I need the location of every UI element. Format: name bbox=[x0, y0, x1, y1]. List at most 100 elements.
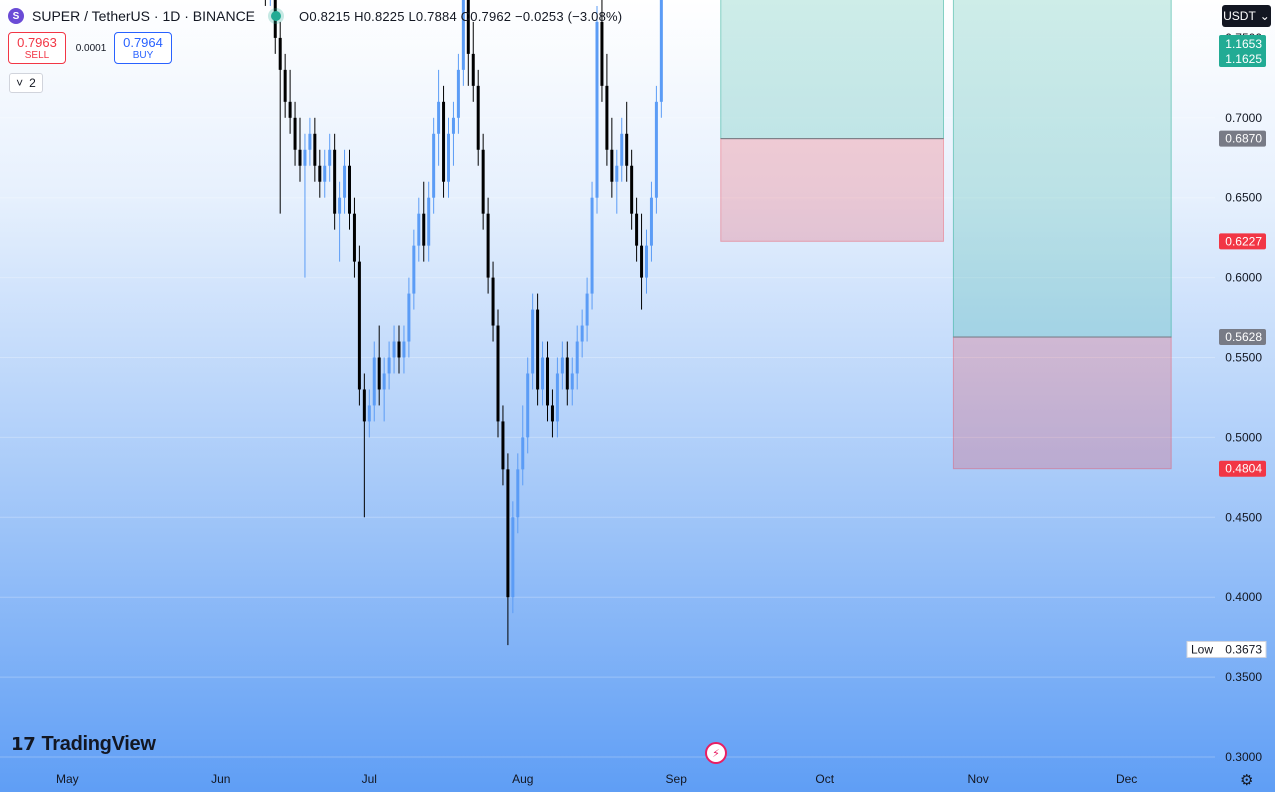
currency-button[interactable]: USDT ⌄ bbox=[1222, 5, 1271, 27]
candle bbox=[451, 101, 455, 166]
indicators-count: 2 bbox=[29, 76, 36, 90]
candle-body bbox=[278, 37, 282, 70]
candle-body bbox=[283, 69, 287, 102]
candle bbox=[615, 149, 619, 214]
stop-label-1-bg bbox=[1219, 233, 1266, 250]
candle bbox=[560, 341, 564, 390]
stop-label-1: 0.6227 bbox=[1225, 234, 1262, 248]
candle-body bbox=[298, 149, 302, 166]
candle-body bbox=[313, 133, 317, 166]
candle bbox=[546, 341, 549, 422]
candle bbox=[362, 373, 366, 518]
chevron-down-icon: ⌄ bbox=[1259, 9, 1270, 23]
candle bbox=[343, 149, 347, 214]
candle-body bbox=[654, 101, 658, 198]
x-tick-label: May bbox=[56, 772, 79, 786]
x-tick-label: Oct bbox=[815, 772, 834, 786]
candle bbox=[541, 341, 545, 406]
buy-button[interactable]: 0.7964 BUY bbox=[114, 32, 172, 64]
candle-body bbox=[397, 341, 401, 358]
candle bbox=[427, 181, 431, 262]
candle bbox=[476, 69, 480, 166]
candle-body bbox=[288, 101, 292, 118]
candle-body bbox=[565, 357, 569, 390]
candle-body bbox=[640, 245, 644, 278]
symbol-title[interactable]: SUPER / TetherUS · 1D · BINANCE bbox=[32, 8, 256, 24]
candle bbox=[575, 325, 579, 390]
low-marker-bg bbox=[1186, 640, 1267, 658]
candle bbox=[382, 357, 386, 422]
candle bbox=[447, 117, 450, 198]
candle-body bbox=[392, 341, 396, 358]
candle-body bbox=[491, 277, 495, 326]
candle-body bbox=[447, 133, 450, 182]
candle bbox=[635, 197, 639, 262]
candle-body bbox=[367, 405, 371, 422]
candle bbox=[417, 197, 421, 262]
candle-body bbox=[575, 341, 579, 374]
candle-body bbox=[595, 21, 599, 198]
candle bbox=[303, 133, 307, 278]
candle-body bbox=[645, 245, 648, 278]
buy-label: BUY bbox=[132, 50, 154, 61]
candle-body bbox=[303, 149, 307, 166]
candle-body bbox=[541, 357, 545, 390]
indicators-toggle-button[interactable]: ˅ 2 bbox=[9, 73, 43, 93]
candle bbox=[501, 405, 505, 486]
candle bbox=[432, 117, 436, 214]
symbol-logo-icon: S bbox=[8, 8, 24, 24]
stop-zone-2 bbox=[952, 336, 1172, 470]
gear-icon[interactable]: ⚙ bbox=[1240, 772, 1254, 789]
candle bbox=[437, 69, 441, 166]
entry-label-2-bg bbox=[1219, 329, 1266, 346]
candle-body bbox=[417, 213, 421, 246]
candle-body bbox=[521, 437, 525, 470]
candle bbox=[298, 117, 302, 182]
tradingview-logo[interactable]: 17 TradingView bbox=[11, 733, 156, 756]
candle bbox=[348, 149, 351, 230]
candle-body bbox=[377, 357, 381, 390]
candle bbox=[536, 293, 540, 406]
candle-body bbox=[348, 165, 351, 214]
candle-body bbox=[605, 85, 609, 150]
candle bbox=[506, 453, 510, 646]
x-tick-label: Sep bbox=[666, 772, 688, 786]
y-tick-label: 0.5500 bbox=[1225, 351, 1262, 365]
candle bbox=[654, 85, 658, 214]
ohlc-readout: O0.8215 H0.8225 L0.7884 C0.7962 −0.0253 … bbox=[299, 8, 623, 24]
target-label-1: 1.1653 bbox=[1225, 37, 1262, 51]
currency-label: USDT bbox=[1223, 9, 1256, 23]
candle-body bbox=[501, 421, 505, 470]
candle-body bbox=[432, 133, 436, 198]
symbol-header: S SUPER / TetherUS · 1D · BINANCE O0.821… bbox=[8, 6, 622, 26]
tradingview-mark-icon: 17 bbox=[11, 734, 36, 755]
sell-button[interactable]: 0.7963 SELL bbox=[8, 32, 66, 64]
target-zone-1 bbox=[720, 0, 944, 140]
y-tick-label: 0.3500 bbox=[1225, 670, 1262, 684]
low-marker-value: 0.3673 bbox=[1225, 642, 1262, 656]
candle bbox=[318, 149, 322, 198]
lightning-icon[interactable]: ⚡ bbox=[705, 742, 727, 764]
candle bbox=[649, 181, 653, 262]
candle-body bbox=[555, 373, 559, 422]
candle bbox=[397, 325, 401, 374]
y-tick-label: 0.6500 bbox=[1225, 191, 1262, 205]
candle-body bbox=[511, 517, 515, 598]
candle bbox=[630, 149, 634, 230]
candle-body bbox=[585, 293, 589, 326]
candle bbox=[357, 245, 361, 406]
candle-body bbox=[546, 357, 549, 406]
candle bbox=[308, 117, 312, 166]
stop-label-2-bg bbox=[1219, 460, 1266, 477]
candle-body bbox=[476, 85, 480, 150]
candle-body bbox=[357, 261, 361, 390]
candle bbox=[640, 213, 644, 310]
y-tick-label: 0.3000 bbox=[1225, 750, 1262, 764]
candle-body bbox=[422, 213, 426, 246]
candle bbox=[377, 325, 381, 406]
candle-body bbox=[343, 165, 347, 198]
y-tick-label: 0.6000 bbox=[1225, 271, 1262, 285]
candle-body bbox=[471, 53, 475, 86]
